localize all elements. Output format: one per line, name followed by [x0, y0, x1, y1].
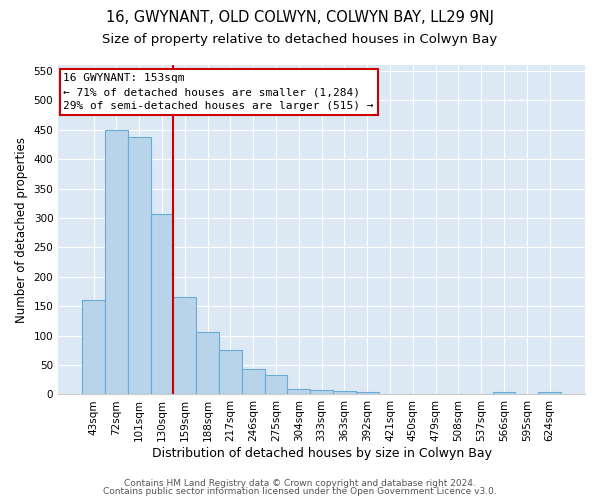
Text: Size of property relative to detached houses in Colwyn Bay: Size of property relative to detached ho…: [103, 32, 497, 46]
Bar: [493, 392, 515, 394]
X-axis label: Distribution of detached houses by size in Colwyn Bay: Distribution of detached houses by size …: [152, 447, 491, 460]
Text: 16 GWYNANT: 153sqm
← 71% of detached houses are smaller (1,284)
29% of semi-deta: 16 GWYNANT: 153sqm ← 71% of detached hou…: [64, 73, 374, 111]
Bar: [173, 298, 196, 394]
Bar: [151, 214, 173, 394]
Bar: [333, 391, 356, 394]
Bar: [219, 350, 242, 395]
Text: Contains HM Land Registry data © Crown copyright and database right 2024.: Contains HM Land Registry data © Crown c…: [124, 478, 476, 488]
Text: Contains public sector information licensed under the Open Government Licence v3: Contains public sector information licen…: [103, 487, 497, 496]
Bar: [82, 300, 105, 394]
Y-axis label: Number of detached properties: Number of detached properties: [15, 136, 28, 322]
Bar: [310, 390, 333, 394]
Bar: [105, 130, 128, 394]
Bar: [265, 375, 287, 394]
Bar: [196, 332, 219, 394]
Bar: [287, 388, 310, 394]
Text: 16, GWYNANT, OLD COLWYN, COLWYN BAY, LL29 9NJ: 16, GWYNANT, OLD COLWYN, COLWYN BAY, LL2…: [106, 10, 494, 25]
Bar: [242, 369, 265, 394]
Bar: [128, 137, 151, 394]
Bar: [356, 392, 379, 394]
Bar: [538, 392, 561, 394]
